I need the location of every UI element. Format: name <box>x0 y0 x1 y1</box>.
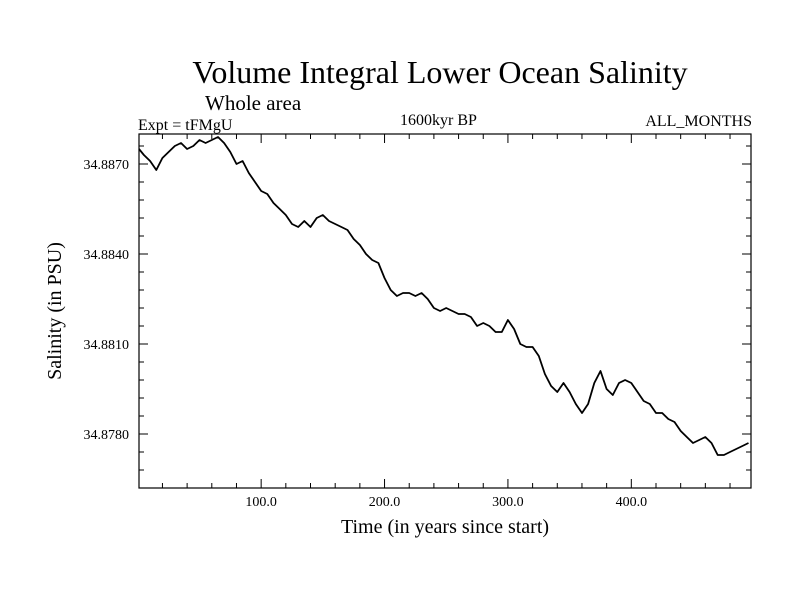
x-tick-label: 100.0 <box>245 495 277 510</box>
y-tick-label: 34.8780 <box>84 428 130 443</box>
y-tick-label: 34.8870 <box>84 158 130 173</box>
chart-subtitle: Whole area <box>205 91 302 115</box>
axis-tick-labels: 100.0 200.0 300.0 400.0 34.8780 34.8810 34.884… <box>84 158 648 510</box>
salinity-series-line <box>138 136 749 456</box>
months-label: ALL_MONTHS <box>645 113 752 130</box>
x-tick-label: 400.0 <box>616 495 648 510</box>
x-tick-label: 200.0 <box>369 495 401 510</box>
plot-frame <box>138 133 752 489</box>
x-axis-label: Time (in years since start) <box>341 516 549 538</box>
axis-ticks <box>139 134 751 488</box>
x-tick-label: 300.0 <box>492 495 524 510</box>
y-tick-label: 34.8810 <box>84 338 130 353</box>
y-axis-label: Salinity (in PSU) <box>44 242 66 380</box>
y-tick-label: 34.8840 <box>84 248 130 263</box>
period-label: 1600kyr BP <box>400 112 477 129</box>
chart-title: Volume Integral Lower Ocean Salinity <box>192 54 688 90</box>
experiment-label: Expt = tFMgU <box>138 117 233 134</box>
